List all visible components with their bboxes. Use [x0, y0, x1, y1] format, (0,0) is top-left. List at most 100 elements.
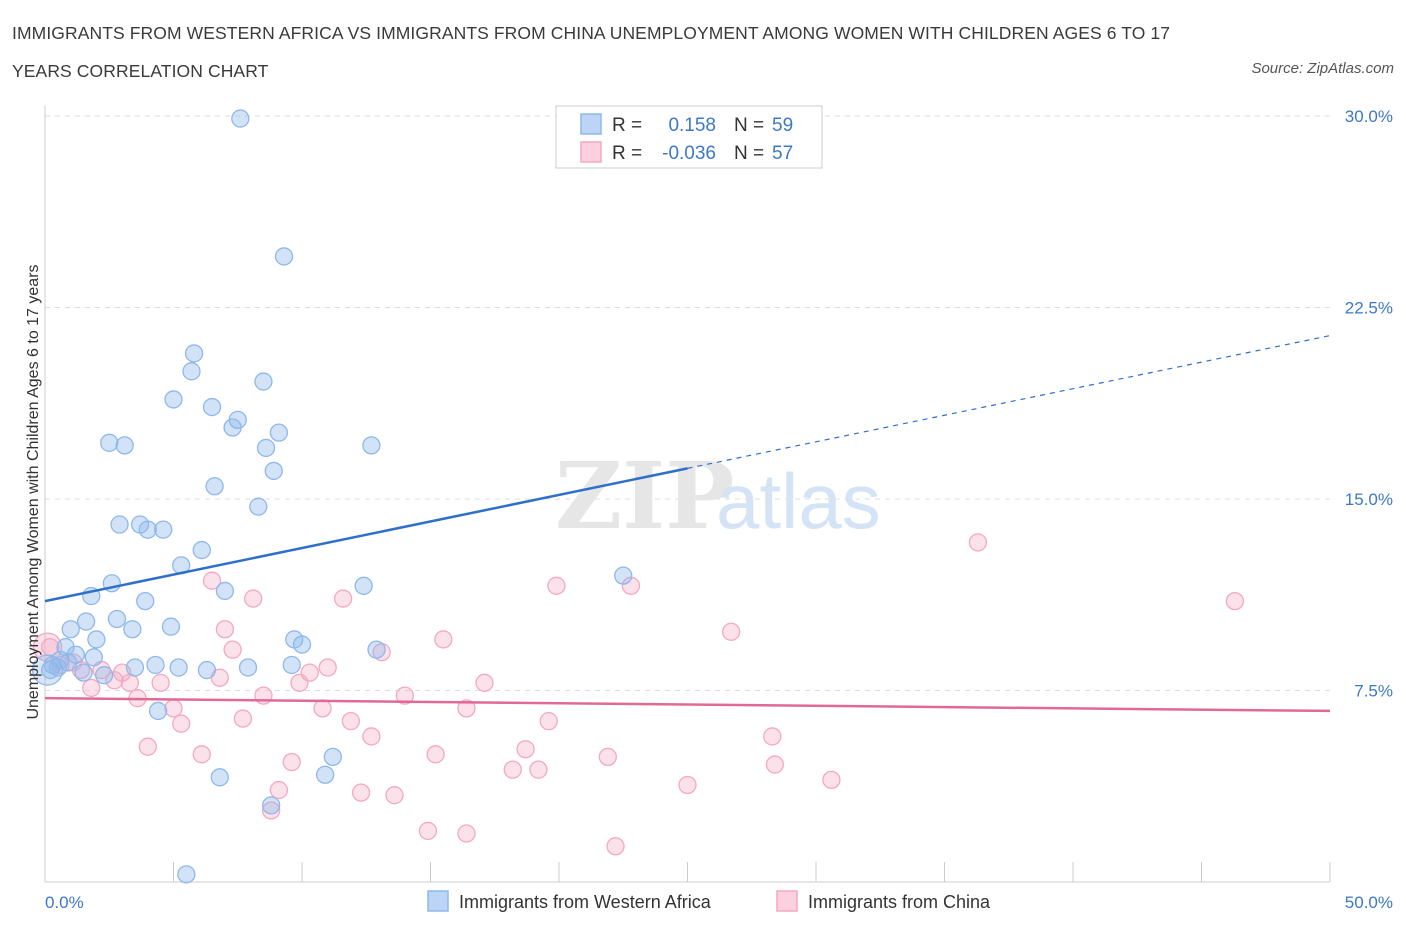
point-western-africa-44 — [249, 497, 268, 516]
point-china-37 — [434, 630, 453, 649]
legend-n-label-blue: N = — [734, 115, 764, 136]
chart-title: IMMIGRANTS FROM WESTERN AFRICA VS IMMIGR… — [12, 23, 1171, 81]
point-china-18 — [233, 709, 253, 728]
point-china-31 — [362, 727, 381, 746]
legend-r-label-pink: R = — [612, 143, 642, 164]
point-china-52 — [765, 755, 785, 774]
point-western-africa-25 — [148, 701, 168, 721]
y-tick-label-0: 7.5% — [1354, 682, 1393, 701]
point-western-africa-13 — [94, 666, 114, 685]
point-western-africa-17 — [110, 515, 129, 534]
point-western-africa-15 — [107, 609, 127, 629]
point-china-3 — [82, 678, 101, 698]
point-china-21 — [262, 801, 281, 820]
trend-western-africa-dashed — [687, 334, 1331, 469]
point-china-28 — [333, 589, 353, 608]
point-china-17 — [223, 640, 242, 659]
point-western-africa-cluster — [31, 654, 64, 686]
point-china-25 — [300, 663, 319, 682]
point-western-africa-35 — [197, 660, 217, 680]
point-western-africa-7 — [66, 645, 85, 664]
point-china-39 — [457, 824, 476, 843]
point-western-africa-43 — [238, 658, 258, 677]
axes — [44, 106, 1331, 883]
point-western-africa-46 — [256, 438, 276, 458]
point-western-africa-50 — [274, 247, 294, 266]
point-china-43 — [529, 760, 548, 779]
trend-western-africa-solid — [44, 467, 688, 603]
watermark: ZIP atlas — [555, 442, 881, 550]
point-western-africa-6 — [61, 620, 80, 639]
point-western-africa-20 — [125, 658, 145, 677]
point-china-44 — [539, 711, 558, 731]
point-western-africa-18 — [115, 436, 134, 455]
point-china-53 — [822, 770, 841, 790]
point-western-africa-47 — [262, 796, 281, 815]
trend-china — [44, 696, 1331, 713]
point-china-19 — [244, 589, 263, 608]
legend-bottom: Immigrants from Western Africa Immigrant… — [427, 890, 991, 912]
y-tick-label-3: 30.0% — [1345, 107, 1393, 126]
x-tick-label-0: 0.0% — [45, 893, 84, 912]
series-china-points — [32, 533, 1245, 856]
point-western-africa-49 — [269, 423, 289, 442]
point-western-africa-58 — [367, 640, 386, 659]
point-western-africa-24 — [146, 655, 165, 675]
point-china-46 — [598, 747, 617, 767]
point-western-africa-9 — [76, 612, 96, 631]
point-western-africa-22 — [136, 591, 155, 611]
point-china-9 — [138, 737, 157, 756]
point-western-africa-4 — [56, 637, 75, 657]
point-western-africa-23 — [138, 520, 157, 539]
point-western-africa-11 — [84, 648, 103, 667]
point-western-africa-8 — [74, 663, 93, 682]
point-china-35 — [418, 821, 438, 841]
point-western-africa-42 — [231, 109, 250, 128]
point-western-africa-51 — [282, 655, 301, 675]
legend-n-value-blue: 59 — [772, 115, 793, 136]
point-china-16 — [215, 620, 235, 639]
point-western-africa-12 — [87, 630, 106, 649]
point-western-africa-57 — [362, 436, 381, 455]
legend-swatch-pink — [580, 141, 602, 163]
y-tick-labels: 7.5% 15.0% 22.5% 30.0% — [1345, 107, 1393, 701]
legend-top: R = 0.158 N = 59 R = -0.036 N = 57 — [555, 105, 823, 169]
point-china-11 — [164, 699, 183, 718]
legend-r-value-blue: 0.158 — [668, 115, 716, 136]
bottom-legend-label-pink: Immigrants from China — [808, 892, 991, 912]
point-western-africa-38 — [210, 768, 229, 787]
y-tick-label-1: 15.0% — [1345, 490, 1393, 509]
point-china-12 — [172, 714, 191, 733]
point-western-africa-32 — [182, 362, 201, 381]
y-tick-label-2: 22.5% — [1345, 299, 1393, 318]
point-western-africa-39 — [215, 581, 235, 601]
legend-r-label-blue: R = — [612, 115, 642, 136]
source-label: Source: ZipAtlas.com — [1251, 60, 1394, 77]
legend-swatch-blue — [580, 113, 602, 135]
point-china-36 — [426, 745, 445, 764]
x-tick-label-1: 50.0% — [1345, 893, 1393, 912]
point-western-africa-31 — [177, 865, 196, 884]
x-tick-labels: 0.0% 50.0% — [45, 893, 1393, 912]
point-western-africa-5 — [58, 653, 78, 672]
point-western-africa-45 — [254, 372, 273, 391]
point-china-5 — [105, 671, 124, 690]
point-china-40 — [475, 673, 494, 692]
point-china-26 — [313, 699, 332, 718]
point-china-30 — [351, 783, 371, 802]
point-china-33 — [385, 786, 404, 805]
point-western-africa-48 — [264, 461, 283, 481]
point-china-41 — [503, 760, 522, 779]
grid-lines — [45, 115, 1330, 691]
point-western-africa-34 — [192, 540, 211, 560]
point-western-africa-28 — [164, 390, 183, 409]
point-china-50 — [722, 622, 741, 641]
point-china-54 — [968, 533, 988, 552]
point-china-13 — [192, 745, 211, 764]
watermark-zip: ZIP — [555, 442, 734, 550]
point-china-47 — [606, 837, 625, 856]
point-western-africa-33 — [184, 344, 204, 363]
point-western-africa-37 — [205, 477, 224, 496]
bottom-legend-swatch-blue — [427, 890, 449, 912]
